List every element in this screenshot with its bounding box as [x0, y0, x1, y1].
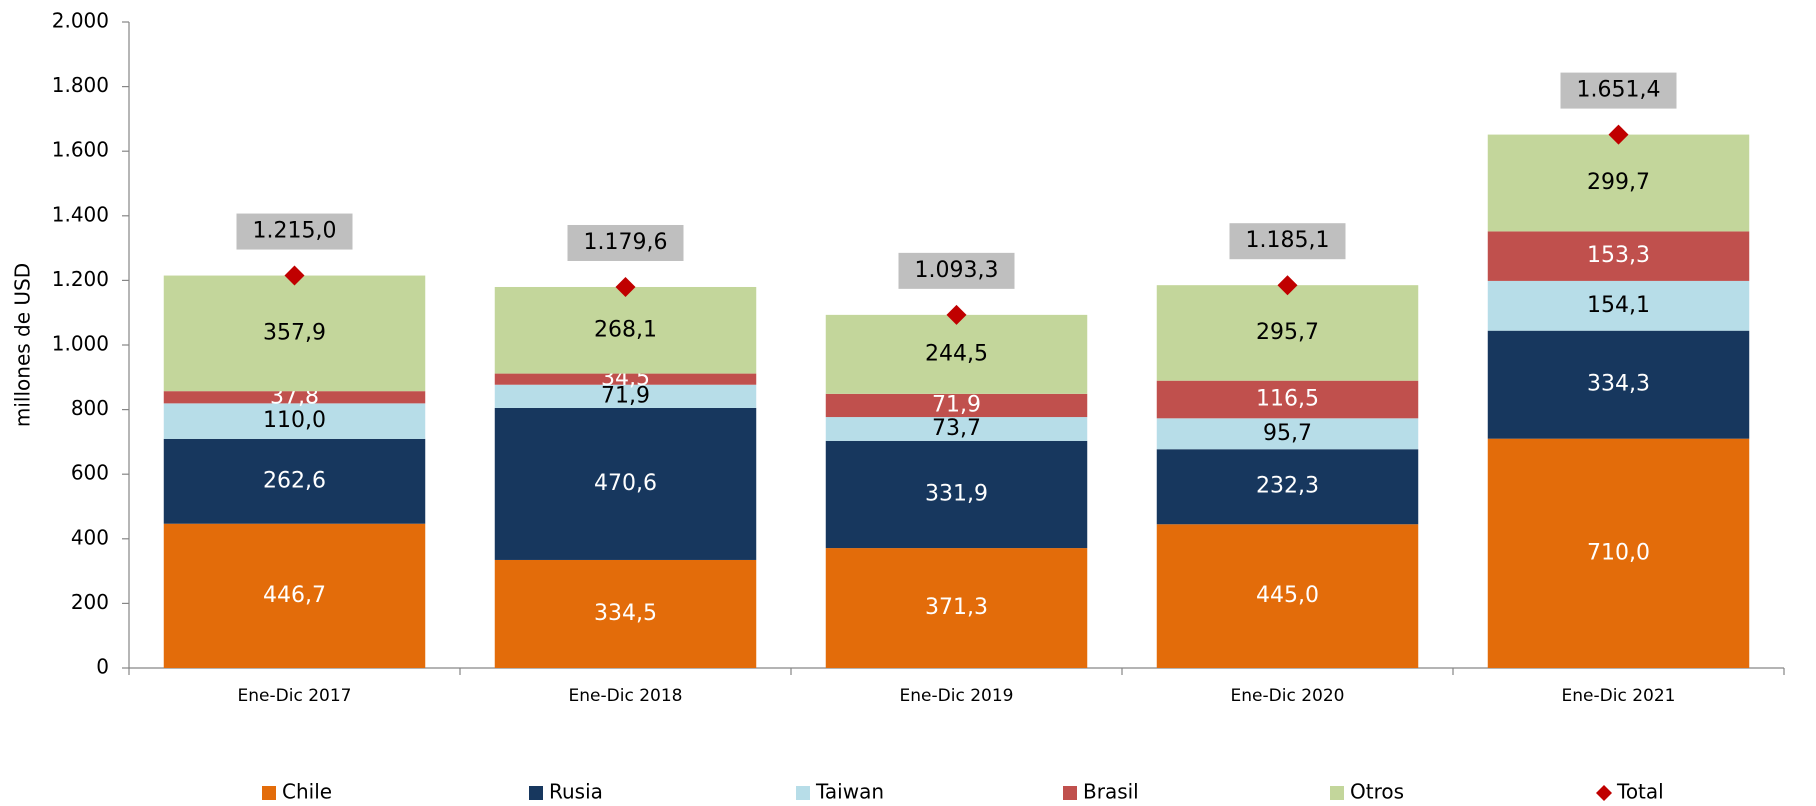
bar-label: 710,0	[1587, 540, 1650, 565]
bar-segment	[825, 548, 1088, 668]
y-tick-label: 400	[71, 525, 109, 549]
legend-swatch	[1063, 786, 1077, 800]
bar-label: 153,3	[1587, 243, 1650, 268]
y-tick-label: 200	[71, 590, 109, 614]
bar-label: 268,1	[594, 317, 657, 342]
legend-label: Otros	[1350, 780, 1404, 804]
total-marker	[284, 265, 305, 286]
bar-label: 470,6	[594, 471, 657, 496]
bar-label: 445,0	[1256, 583, 1319, 608]
legend-label: Brasil	[1083, 780, 1139, 804]
bar-label: 331,9	[925, 481, 988, 506]
bar-segment	[1487, 330, 1750, 439]
total-marker	[1608, 124, 1629, 145]
bar-segment	[825, 417, 1088, 441]
bar-segment	[163, 275, 426, 392]
bar-segment	[494, 373, 757, 385]
bar-label: 334,5	[594, 601, 657, 626]
bar-segment	[494, 286, 757, 374]
legend-swatch	[796, 786, 810, 800]
bar-label: 154,1	[1587, 293, 1650, 318]
legend-label: Chile	[282, 780, 332, 804]
total-marker	[615, 276, 636, 297]
x-tick-label: Ene-Dic 2020	[1231, 686, 1345, 706]
y-tick-label: 0	[96, 655, 109, 679]
total-label: 1.179,6	[584, 230, 668, 255]
y-tick-label: 1.800	[52, 73, 109, 97]
bar-label: 116,5	[1256, 387, 1319, 412]
bar-segment	[1156, 524, 1419, 668]
x-tick-label: Ene-Dic 2019	[900, 686, 1014, 706]
total-label: 1.093,3	[915, 258, 999, 283]
y-tick-label: 2.000	[52, 9, 109, 33]
bar-segment	[1156, 418, 1419, 450]
bar-label: 71,9	[601, 383, 650, 408]
bar-label: 244,5	[925, 341, 988, 366]
total-label-box	[236, 213, 353, 250]
bar-segment	[163, 403, 426, 439]
y-tick-label: 600	[71, 461, 109, 485]
y-tick-label: 1.400	[52, 202, 109, 226]
bar-segment	[1156, 449, 1419, 525]
total-label-box	[567, 224, 684, 261]
bar-segment	[494, 407, 757, 560]
legend-marker	[1596, 785, 1612, 801]
legend-label: Rusia	[549, 780, 603, 804]
x-tick-label: Ene-Dic 2018	[569, 686, 683, 706]
bar-label: 334,3	[1587, 372, 1650, 397]
bar-label: 295,7	[1256, 320, 1319, 345]
bar-label: 95,7	[1263, 421, 1312, 446]
bar-segment	[1487, 231, 1750, 281]
bar-label: 357,9	[263, 320, 326, 345]
bar-label: 262,6	[263, 468, 326, 493]
legend-swatch	[529, 786, 543, 800]
y-tick-label: 1.600	[52, 138, 109, 162]
total-label: 1.651,4	[1577, 78, 1661, 103]
y-tick-label: 1.000	[52, 332, 109, 356]
total-marker	[1277, 275, 1298, 296]
y-axis-label: millones de USD	[11, 263, 35, 427]
legend-label: Taiwan	[815, 780, 884, 804]
total-label: 1.185,1	[1246, 228, 1330, 253]
y-tick-label: 800	[71, 396, 109, 420]
total-marker	[946, 304, 967, 325]
bar-segment	[494, 559, 757, 668]
bar-label: 73,7	[932, 416, 981, 441]
total-label-box	[1229, 223, 1346, 260]
bar-label: 71,9	[932, 392, 981, 417]
bar-label: 232,3	[1256, 474, 1319, 499]
total-label-box	[898, 252, 1015, 289]
bar-label: 110,0	[263, 408, 326, 433]
bar-label: 299,7	[1587, 170, 1650, 195]
bar-segment	[1156, 380, 1419, 419]
bar-segment	[494, 384, 757, 408]
bar-segment	[163, 523, 426, 668]
bar-segment	[1487, 134, 1750, 232]
legend-label: Total	[1616, 780, 1664, 804]
bar-segment	[1156, 285, 1419, 381]
total-label: 1.215,0	[253, 219, 337, 244]
y-tick-label: 1.200	[52, 267, 109, 291]
x-tick-label: Ene-Dic 2017	[238, 686, 352, 706]
total-label-box	[1560, 72, 1677, 109]
legend-swatch	[262, 786, 276, 800]
bar-segment	[163, 438, 426, 524]
bar-segment	[825, 440, 1088, 549]
bar-segment	[825, 393, 1088, 418]
bar-label: 446,7	[263, 583, 326, 608]
x-tick-label: Ene-Dic 2021	[1562, 686, 1676, 706]
bar-segment	[1487, 438, 1750, 668]
bar-label: 371,3	[925, 595, 988, 620]
bar-segment	[825, 314, 1088, 394]
bar-segment	[1487, 280, 1750, 331]
legend-swatch	[1330, 786, 1344, 800]
bar-segment	[163, 391, 426, 404]
